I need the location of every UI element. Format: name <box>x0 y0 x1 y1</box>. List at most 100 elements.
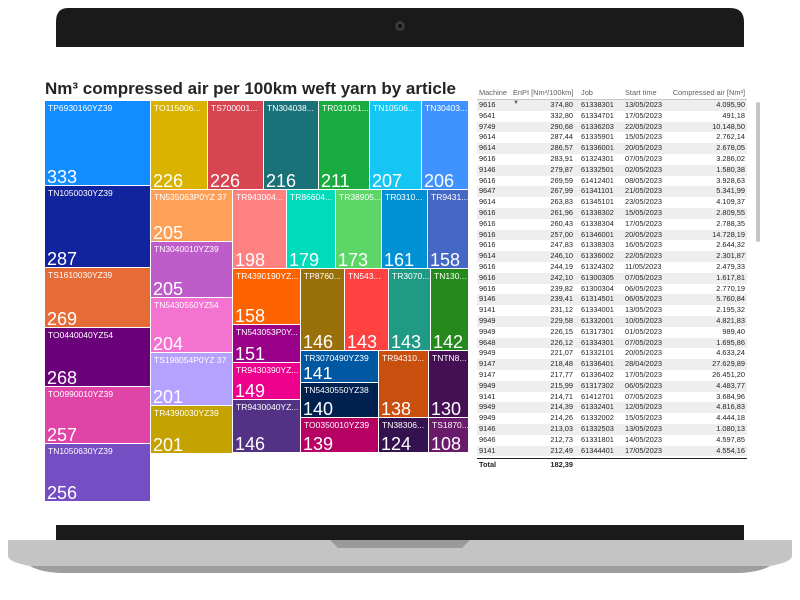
table-cell: 61324301 <box>581 153 614 163</box>
treemap-tile[interactable]: TR9431... 158 <box>428 190 469 269</box>
table-row[interactable]: 9949 214,39 61332401 12/05/2023 4.816,83 <box>477 402 747 414</box>
table-cell: 61324302 <box>581 261 614 271</box>
treemap-tile[interactable]: TO0990010YZ39 257 <box>45 387 151 444</box>
treemap-tile[interactable]: TN304038... 216 <box>264 101 319 190</box>
treemap-tile[interactable]: TN1050630YZ39 256 <box>45 444 151 502</box>
table-row[interactable]: 9616 242,10 61300305 07/05/2023 1.617,81 <box>477 272 747 284</box>
table-row[interactable]: 9147 218,48 61336401 28/04/2023 27.629,89 <box>477 359 747 370</box>
table-row[interactable]: 9146 279,87 61332501 02/05/2023 1.580,38 <box>477 164 747 176</box>
table-cell: 22/05/2023 <box>625 251 662 261</box>
table-row[interactable]: 9949 221,07 61332101 20/05/2023 4.633,24 <box>477 348 747 359</box>
table-row[interactable]: 9146 213,03 61332503 13/05/2023 1.080,13 <box>477 423 747 435</box>
table-row[interactable]: 9146 239,41 61314501 06/05/2023 5.760,84 <box>477 294 747 306</box>
treemap-tile[interactable]: TN38306... 124 <box>379 418 429 453</box>
header-enpi[interactable]: EnPI [Nm³/100km] <box>513 88 574 97</box>
table-cell: 9616 <box>479 283 496 293</box>
table-row[interactable]: 9614 246,10 61336002 22/05/2023 2.301,87 <box>477 251 747 262</box>
treemap-tile[interactable]: TS1610030YZ39 269 <box>45 268 151 328</box>
table-row[interactable]: 9614 263,83 61345101 23/05/2023 4.109,37 <box>477 197 747 208</box>
table-row[interactable]: 9616 260,43 61338304 17/05/2023 2.788,35 <box>477 219 747 230</box>
table-row[interactable]: 9616 244,19 61324302 11/05/2023 2.479,33 <box>477 262 747 273</box>
header-compressed-air[interactable]: Compressed air [Nm³] <box>672 88 745 97</box>
table-row[interactable]: 9641 332,80 61334701 17/05/2023 491,18 <box>477 111 747 122</box>
table-row[interactable]: 9616 261,96 61338302 15/05/2023 2.809,55 <box>477 207 747 219</box>
treemap-tile[interactable]: TR94310... 138 <box>379 351 429 418</box>
table-row[interactable]: 9147 217,77 61336402 17/05/2023 26.451,20 <box>477 370 747 381</box>
table-row[interactable]: 9949 215,99 61317302 06/05/2023 4.483,77 <box>477 380 747 392</box>
header-job[interactable]: Job <box>581 88 593 97</box>
table-cell: 269,59 <box>550 175 573 185</box>
treemap-tile[interactable]: TN535063P0YZ 37 205 <box>151 190 233 242</box>
tile-value: 139 <box>303 434 334 453</box>
treemap-tile[interactable]: TN130... 142 <box>431 269 469 351</box>
treemap-tile[interactable]: TN1050030YZ39 287 <box>45 186 151 268</box>
table-row[interactable]: 9141 214,71 61412701 07/05/2023 3.684,96 <box>477 392 747 403</box>
treemap-tile[interactable]: TNTN8... 130 <box>429 351 469 418</box>
tile-label: TNTN8... <box>432 353 467 363</box>
treemap-tile[interactable]: TP8760... 146 <box>301 269 345 351</box>
treemap-tile[interactable]: TN30403... 206 <box>422 101 469 190</box>
treemap-tile[interactable]: TO0440040YZ54 268 <box>45 328 151 387</box>
treemap-tile[interactable]: TR031051... 211 <box>319 101 370 190</box>
table-row[interactable]: 9949 226,15 61317301 01/05/2023 989,40 <box>477 327 747 338</box>
table-row[interactable]: 9949 214,26 61332002 15/05/2023 4.444,18 <box>477 413 747 424</box>
tile-value: 257 <box>47 425 78 444</box>
table-row[interactable]: 9616 283,91 61324301 07/05/2023 3.286,02 <box>477 154 747 165</box>
treemap-tile[interactable]: TR3070... 143 <box>389 269 431 351</box>
table-row[interactable]: 9141 231,12 61334001 13/05/2023 2.195,32 <box>477 305 747 316</box>
treemap-tile[interactable]: TN10506... 207 <box>370 101 422 190</box>
treemap-tile[interactable]: TR86604... 179 <box>287 190 336 269</box>
table-row[interactable]: 9648 226,12 61334301 07/05/2023 1.695,86 <box>477 337 747 349</box>
treemap-tile[interactable]: TR943004... 198 <box>233 190 287 269</box>
scroll-thumb[interactable] <box>756 102 760 242</box>
treemap-tile[interactable]: TS198054P0YZ 37 201 <box>151 353 233 406</box>
treemap-tile[interactable]: TR9430040YZ... 146 <box>233 400 301 453</box>
treemap-tile[interactable]: TR38905... 173 <box>336 190 382 269</box>
table-row[interactable]: 9616 247,83 61338303 16/05/2023 2.644,32 <box>477 240 747 251</box>
table-row[interactable]: 9141 212,49 61344401 17/05/2023 4.554,16 <box>477 445 747 457</box>
treemap-tile[interactable]: TR4390030YZ39 201 <box>151 406 233 454</box>
treemap-tile[interactable]: TS700001... 226 <box>208 101 264 190</box>
header-machine[interactable]: Machine <box>479 88 507 97</box>
tile-value: 207 <box>372 171 403 190</box>
treemap-tile[interactable]: TN5430550YZ54 204 <box>151 298 233 353</box>
tile-label: TN5430550YZ54 <box>154 300 219 310</box>
treemap-tile[interactable]: TP6930160YZ39 333 <box>45 101 151 186</box>
treemap-tile[interactable]: TN543053P0Y... 151 <box>233 325 301 363</box>
treemap-tile[interactable]: TN3040010YZ39 205 <box>151 242 233 298</box>
table-row[interactable]: 9949 229,58 61332001 10/05/2023 4.821,83 <box>477 315 747 327</box>
treemap-tile[interactable]: TS1870... 108 <box>429 418 469 453</box>
table-row[interactable]: 9616 269,59 61412401 08/05/2023 3.928,63 <box>477 176 747 187</box>
table-row[interactable]: 9749 290,68 61336203 22/05/2023 10.148,50 <box>477 121 747 133</box>
sort-descending-icon[interactable]: ▼ <box>513 100 519 106</box>
table-cell: 61332002 <box>581 413 614 423</box>
table-row[interactable]: 9647 267,99 61341101 21/05/2023 5.341,99 <box>477 186 747 198</box>
treemap-tile[interactable]: TR3070490YZ39 141 <box>301 351 379 383</box>
header-start-time[interactable]: Start time <box>625 88 657 97</box>
table-row[interactable]: 9616 374,80 61338301 13/05/2023 4.095,90 <box>477 100 747 111</box>
treemap-tile[interactable]: TO0350010YZ39 139 <box>301 418 379 453</box>
treemap-tile[interactable]: TR0310... 161 <box>382 190 428 269</box>
table-cell: 22/05/2023 <box>625 121 662 131</box>
table-cell: 9616 <box>479 100 496 109</box>
treemap-tile[interactable]: TR9430390YZ... 149 <box>233 363 301 400</box>
table-cell: 61314501 <box>581 294 614 304</box>
treemap-tile[interactable]: TN5430550YZ38 140 <box>301 383 379 418</box>
tile-value: 204 <box>153 334 184 353</box>
tile-value: 268 <box>47 368 78 387</box>
table-row[interactable]: 9614 287,44 61335901 15/05/2023 2.762,14 <box>477 132 747 143</box>
tile-label: TO0990010YZ39 <box>48 389 114 399</box>
table-cell: 9616 <box>479 240 496 250</box>
tile-value: 269 <box>47 309 78 328</box>
treemap-tile[interactable]: TN543... 143 <box>345 269 389 351</box>
table-cell: 215,99 <box>550 380 573 390</box>
table-row[interactable]: 9616 257,00 61346001 20/05/2023 14.728,19 <box>477 229 747 241</box>
table-cell: 4.444,18 <box>716 413 745 423</box>
table-row[interactable]: 9646 212,73 61331801 14/05/2023 4.597,85 <box>477 435 747 446</box>
table-row[interactable]: 9614 286,57 61336001 20/05/2023 2.678,05 <box>477 143 747 154</box>
table-row[interactable]: 9616 239,82 61300304 06/05/2023 2.770,19 <box>477 284 747 295</box>
table-cell: 3.684,96 <box>716 391 745 401</box>
treemap-tile[interactable]: TR4390190YZ... 158 <box>233 269 301 325</box>
table-scrollbar[interactable] <box>755 102 761 482</box>
treemap-tile[interactable]: TO115006... 226 <box>151 101 208 190</box>
